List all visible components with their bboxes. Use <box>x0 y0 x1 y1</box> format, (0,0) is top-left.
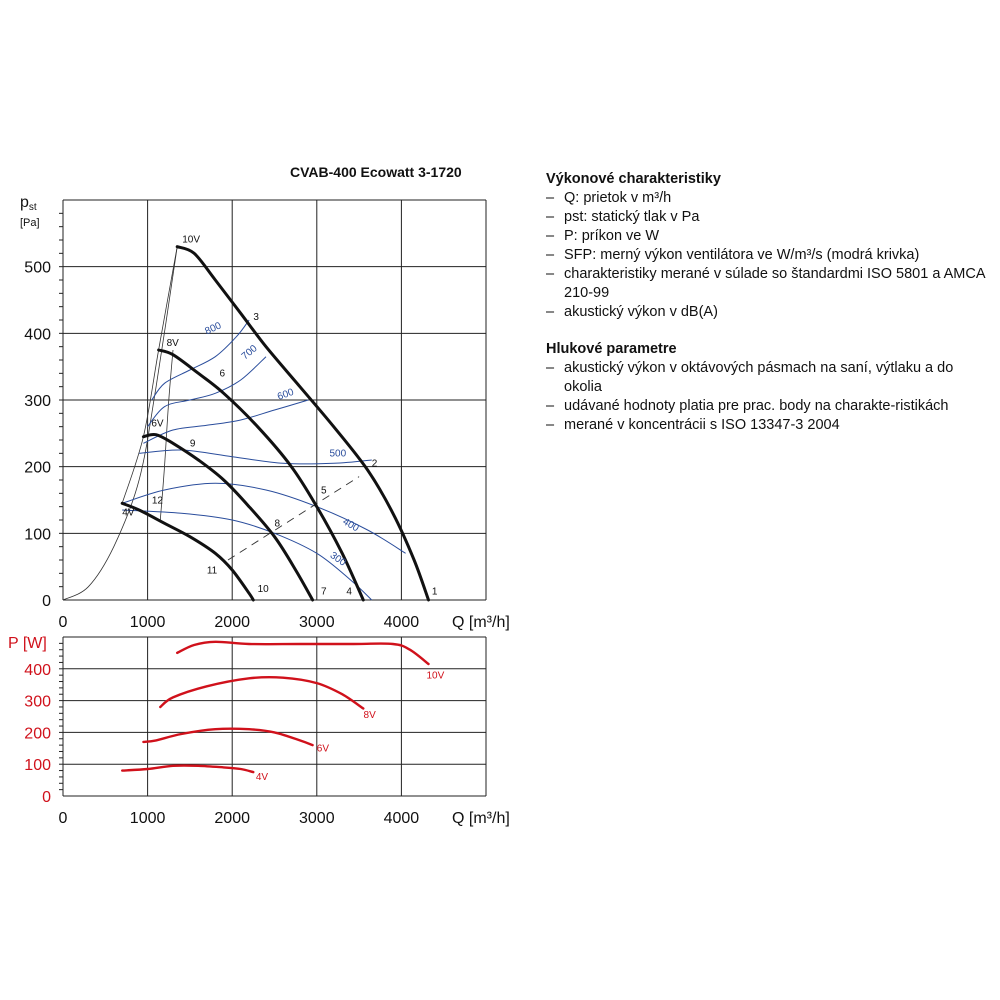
y-tick-label: 100 <box>24 526 51 543</box>
list-item: SFP: merný výkon ventilátora ve W/m³/s (… <box>546 246 986 265</box>
sfp-curve-600 <box>143 399 309 444</box>
operating-point-label: 6 <box>220 369 226 380</box>
list-item: akustický výkon v dB(A) <box>546 303 986 322</box>
sfp-curve-300 <box>122 509 373 601</box>
power-curve-6V <box>142 727 314 747</box>
sfp-label: 700 <box>240 343 260 362</box>
fan-curve-label: 4V <box>122 507 135 518</box>
dashed-line <box>227 476 360 561</box>
x-tick-label: 3000 <box>299 614 335 631</box>
fan-curve-8V <box>157 348 365 602</box>
system-curve <box>159 349 174 521</box>
x-axis-label-power: Q [m³/h] <box>452 810 510 827</box>
description-panel: Výkonové charakteristiky Q: prietok v m³… <box>546 170 986 435</box>
list-item: pst: statický tlak v Pa <box>546 208 986 227</box>
x-tick-label: 1000 <box>130 810 166 827</box>
fan-curve-label: 6V <box>151 419 164 430</box>
y-tick-label: 100 <box>24 757 51 774</box>
x-tick-label: 2000 <box>214 810 250 827</box>
x-tick-label: 4000 <box>384 810 420 827</box>
sfp-label: 500 <box>329 449 346 460</box>
y-axis-label-main: p <box>20 194 29 211</box>
operating-point-label: 1 <box>432 587 438 598</box>
operating-point-label: 12 <box>152 495 164 506</box>
fan-curve-4V <box>120 501 255 602</box>
y-tick-label: 0 <box>42 593 51 610</box>
power-curve-label: 10V <box>426 670 444 681</box>
y-axis-unit: [Pa] <box>20 217 40 229</box>
system-curve <box>62 246 178 601</box>
sfp-label: 400 <box>341 516 361 534</box>
power-labels: 10V 8V 6V 4V <box>256 670 445 783</box>
y-tick-label: 200 <box>24 725 51 742</box>
x-tick-label: 3000 <box>299 810 335 827</box>
x-tick-label: 4000 <box>384 614 420 631</box>
operating-point-label: 11 <box>207 565 218 576</box>
envelope-line <box>121 246 178 504</box>
sfp-curve-500 <box>139 449 372 465</box>
y-tick-label: 200 <box>24 460 51 477</box>
y-axis-label: pst <box>20 194 37 213</box>
y-tick-label: 400 <box>24 326 51 343</box>
operating-point-label: 4 <box>346 587 352 598</box>
power-grid <box>59 636 487 797</box>
performance-list: Q: prietok v m³/h pst: statický tlak v P… <box>546 189 986 322</box>
main-grid <box>59 199 487 601</box>
y-tick-label: 0 <box>42 789 51 806</box>
power-y-axis-label: P [W] <box>8 635 47 652</box>
fan-curve-label: 10V <box>182 235 200 246</box>
y-axis-label-sub: st <box>29 202 37 213</box>
operating-point-label: 5 <box>321 485 327 496</box>
power-curve-4V <box>121 764 255 774</box>
y-tick-label: 300 <box>24 393 51 410</box>
power-ticks: 0 1000 2000 3000 4000 0 100 200 300 400 <box>24 662 419 827</box>
operating-point-label: 2 <box>372 459 378 470</box>
power-curve-label: 4V <box>256 772 269 783</box>
operating-point-label: 7 <box>321 587 327 598</box>
main-ticks: 0 1000 2000 3000 4000 0 100 200 300 400 500 <box>24 260 419 631</box>
list-item: akustický výkon v oktávových pásmach na … <box>546 359 986 397</box>
power-curve-10V <box>176 640 430 666</box>
operating-point-label: 3 <box>253 312 259 323</box>
sfp-curve-400 <box>122 482 406 554</box>
noise-heading: Hlukové parametre <box>546 341 677 357</box>
sfp-curve-800 <box>151 319 250 401</box>
power-curves <box>121 640 430 774</box>
list-item: P: príkon ve W <box>546 227 986 246</box>
sfp-label: 800 <box>203 320 223 337</box>
x-tick-label: 1000 <box>130 614 166 631</box>
list-item: Q: prietok v m³/h <box>546 189 986 208</box>
sfp-label: 300 <box>328 550 348 569</box>
y-tick-label: 300 <box>24 694 51 711</box>
power-curve-8V <box>159 675 365 710</box>
fan-curve-10V <box>175 245 430 602</box>
fan-curve-label: 8V <box>167 338 180 349</box>
operating-point-label: 9 <box>190 439 196 450</box>
performance-heading: Výkonové charakteristiky <box>546 171 721 187</box>
power-curve-label: 6V <box>317 743 330 754</box>
x-tick-label: 0 <box>59 810 68 827</box>
list-item: udávané hodnoty platia pre prac. body na… <box>546 397 986 416</box>
chart-title: CVAB-400 Ecowatt 3-1720 <box>290 164 462 180</box>
power-curve-label: 8V <box>364 710 377 721</box>
list-item: merané v koncentrácii s ISO 13347-3 2004 <box>546 416 986 435</box>
noise-list: akustický výkon v oktávových pásmach na … <box>546 359 986 435</box>
y-tick-label: 500 <box>24 260 51 277</box>
sfp-curve-700 <box>147 356 267 428</box>
x-tick-label: 2000 <box>214 614 250 631</box>
y-tick-label: 400 <box>24 662 51 679</box>
x-tick-label: 0 <box>59 614 68 631</box>
operating-point-label: 10 <box>258 584 270 595</box>
fan-curve-6V <box>141 432 315 602</box>
operating-point-label: 8 <box>275 519 281 530</box>
list-item: charakteristiky merané v súlade so štand… <box>546 265 986 303</box>
x-axis-label-main: Q [m³/h] <box>452 614 510 631</box>
main-curves <box>62 245 430 602</box>
